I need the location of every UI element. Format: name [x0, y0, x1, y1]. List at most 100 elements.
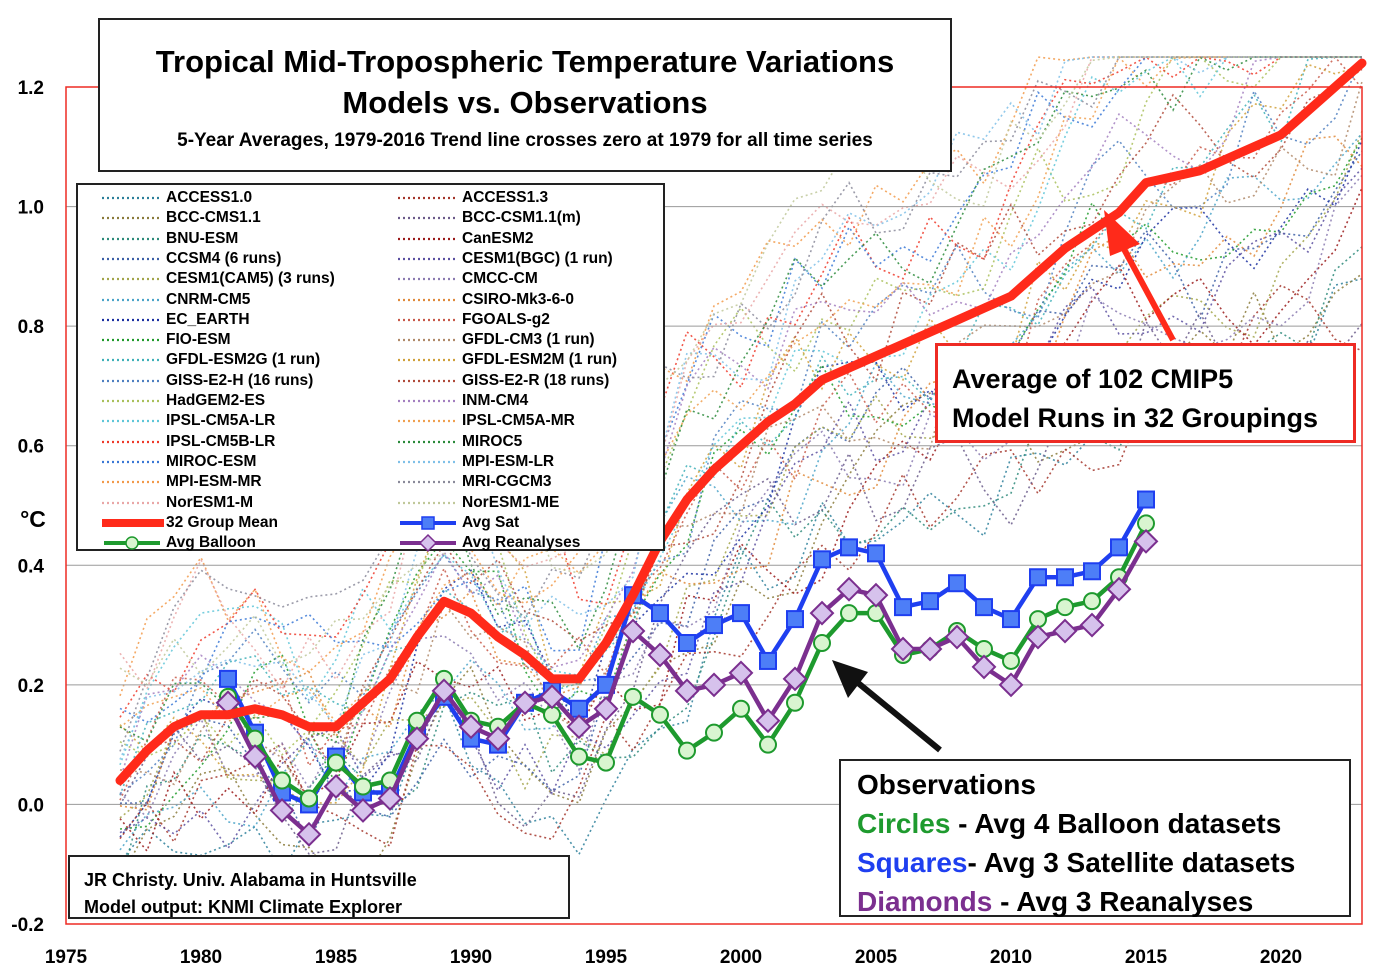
credit-line1: JR Christy. Univ. Alabama in Huntsville [84, 870, 417, 890]
data-point-diamond [512, 690, 538, 716]
data-point-diamond [998, 672, 1024, 698]
data-point-diamond [647, 642, 673, 668]
data-point-circle [786, 693, 804, 712]
data-point-diamond [485, 726, 511, 752]
legend-swatch [398, 278, 458, 281]
model-line [119, 56, 1362, 760]
model-line [119, 56, 1362, 752]
data-point-square [786, 610, 804, 629]
legend-label: Avg Sat [462, 513, 520, 531]
legend-label: GISS-E2-H (16 runs) [166, 371, 314, 389]
legend-swatch [102, 196, 162, 200]
model-average-callout: Average of 102 CMIP5 Model Runs in 32 Gr… [935, 343, 1356, 443]
data-point-square [813, 550, 831, 569]
data-point-circle [651, 705, 669, 724]
chart-subtitle: 5-Year Averages, 1979-2016 Trend line cr… [177, 130, 873, 151]
legend-label: ACCESS1.3 [462, 189, 549, 206]
arrow-to-mean [1115, 236, 1176, 342]
legend-swatch [398, 338, 458, 342]
data-point-circle [1083, 592, 1101, 611]
chart-title-line2: Models vs. Observations [342, 85, 708, 120]
legend-swatch [102, 379, 162, 382]
data-point-diamond [701, 672, 727, 698]
observations-circles: Circles - Avg 4 Balloon datasets [857, 804, 1349, 843]
legend-swatch [398, 318, 458, 321]
data-point-diamond [1106, 576, 1132, 602]
legend-swatch [102, 338, 162, 342]
legend-label: EC_EARTH [166, 310, 250, 328]
model-line [119, 135, 1363, 811]
data-point-circle [813, 634, 831, 653]
data-point-square [651, 604, 669, 623]
data-point-square [921, 592, 939, 611]
data-point-diamond [782, 666, 808, 692]
model-average-line2: Model Runs in 32 Groupings [952, 403, 1319, 433]
x-tick-label: 2020 [1260, 947, 1302, 968]
legend-swatch [398, 298, 458, 301]
legend-label: HadGEM2-ES [166, 392, 266, 409]
data-point-diamond [944, 624, 970, 650]
data-point-square [1083, 562, 1101, 581]
legend-label: GFDL-ESM2M (1 run) [462, 351, 617, 369]
series-layer [115, 58, 1367, 847]
y-tick-label: 0.4 [18, 556, 45, 577]
legend-label: 32 Group Mean [166, 513, 278, 531]
legend-swatch [102, 298, 162, 301]
data-point-diamond [917, 636, 943, 662]
legend-swatch [102, 237, 162, 240]
legend-label: MIROC5 [462, 432, 523, 450]
legend-swatch [102, 399, 162, 403]
legend-swatch [398, 440, 458, 443]
model-line [119, 56, 1362, 724]
data-point-square [1002, 610, 1020, 629]
legend-label: GFDL-ESM2G (1 run) [166, 351, 321, 369]
data-point-square [1029, 568, 1047, 587]
y-tick-label: 0.8 [18, 317, 44, 338]
model-line [119, 55, 1362, 729]
y-tick-label: 1.2 [18, 78, 44, 99]
observations-squares: Squares- Avg 3 Satellite datasets [857, 843, 1349, 882]
data-point-square [1056, 568, 1074, 587]
legend-swatch [400, 516, 456, 530]
circles-desc: - Avg 4 Balloon datasets [950, 808, 1282, 839]
data-point-diamond [1025, 624, 1051, 650]
squares-word: Squares [857, 847, 968, 878]
legend-label: NorESM1-ME [462, 493, 560, 511]
y-tick-label: 0.0 [18, 795, 44, 816]
x-tick-label: 2000 [720, 947, 762, 968]
legend-marker [418, 534, 438, 553]
model-line [119, 56, 1362, 697]
legend-swatch [398, 196, 458, 200]
data-point-circle [1056, 598, 1074, 617]
legend-label: GISS-E2-R (18 runs) [462, 371, 610, 389]
data-point-square [759, 651, 777, 670]
legend: ACCESS1.0 BCC-CMS1.1 BNU-ESM CCSM4 (6 runs)… [76, 183, 665, 553]
chart-title: Tropical Mid-Tropospheric Temperature Va… [155, 44, 895, 79]
legend-swatch [102, 420, 162, 423]
data-point-diamond [971, 654, 997, 680]
y-tick-label: 0.6 [18, 437, 44, 458]
data-point-circle [1002, 651, 1020, 670]
legend-label: MPI-ESM-LR [462, 452, 555, 470]
data-point-circle [705, 723, 723, 742]
legend-swatch [398, 501, 458, 504]
data-point-diamond [323, 774, 349, 799]
x-tick-label: 1990 [450, 947, 492, 968]
x-tick-label: 2005 [855, 947, 898, 968]
data-point-diamond [728, 660, 754, 686]
model-line [119, 310, 1363, 855]
legend-swatch [102, 318, 162, 321]
data-point-circle [354, 777, 372, 796]
legend-swatch [102, 481, 162, 484]
legend-swatch [400, 534, 456, 553]
model-line [119, 130, 1363, 819]
data-point-diamond [296, 821, 322, 847]
model-line [119, 56, 1362, 692]
legend-label: CCSM4 (6 runs) [166, 249, 282, 267]
y-tick-label: -0.2 [11, 915, 44, 936]
legend-label: BNU-ESM [166, 229, 239, 247]
legend-label: CNRM-CM5 [166, 290, 251, 308]
credit-box: JR Christy. Univ. Alabama in Huntsville … [68, 855, 570, 919]
legend-swatch [102, 217, 162, 220]
